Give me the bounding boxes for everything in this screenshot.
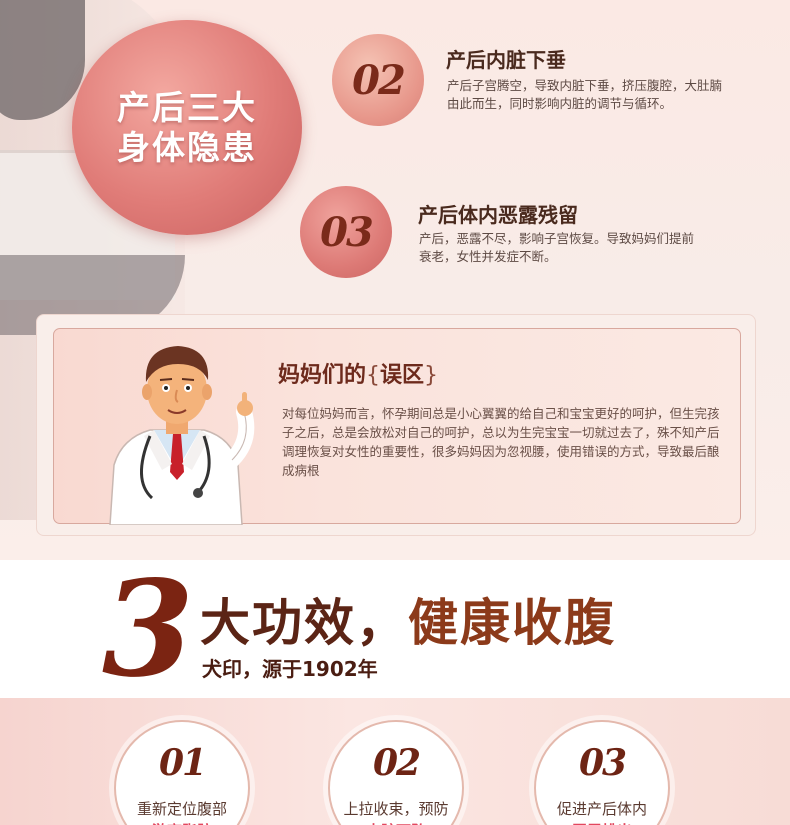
effect-circle: 02 上拉收束，预防 内脏下坠 bbox=[328, 720, 464, 825]
effects-section: 01 重新定位腹部 游离脂肪 02 上拉收束，预防 内脏下坠 03 促进产后体内… bbox=[0, 698, 790, 825]
hazard-number: 02 bbox=[352, 56, 406, 104]
effect-number: 01 bbox=[158, 742, 207, 784]
misconception-brace-close: } bbox=[424, 363, 439, 388]
misconception-text: 对每位妈妈而言，怀孕期间总是小心翼翼的给自己和宝宝更好的呵护，但生完孩子之后，总… bbox=[282, 406, 720, 478]
misconception-title-key: 误区 bbox=[380, 363, 425, 388]
misconception-title-prefix: 妈妈们的 bbox=[278, 363, 367, 388]
hazard-title: 产后内脏下垂 bbox=[446, 48, 566, 72]
misconception-title: 妈妈们的{误区} bbox=[278, 357, 438, 389]
effect-circle: 03 促进产后体内 恶露排出 bbox=[534, 720, 670, 825]
headline-section bbox=[0, 560, 790, 698]
doctor-illustration bbox=[109, 346, 255, 525]
effect-line1: 重新定位腹部 bbox=[136, 800, 227, 818]
hazard-number-badge: 02 bbox=[332, 34, 424, 126]
effect-number: 03 bbox=[578, 742, 627, 784]
headline-text-b: 健康收腹 bbox=[408, 594, 616, 652]
effect-line2: 恶露排出 bbox=[536, 820, 668, 825]
effect-line2: 游离脂肪 bbox=[116, 820, 248, 825]
effect-circle: 01 重新定位腹部 游离脂肪 bbox=[114, 720, 250, 825]
hazard-description: 产后，恶露不尽，影响子宫恢复。导致妈妈们提前衰老，女性并发症不断。 bbox=[419, 231, 695, 264]
headline-big-number: 3 bbox=[102, 552, 194, 707]
hazard-title: 产后体内恶露残留 bbox=[418, 203, 578, 227]
hazard-number: 03 bbox=[320, 208, 374, 256]
hazards-badge-line1: 产后三大 bbox=[117, 87, 257, 127]
hazards-badge-line2: 身体隐患 bbox=[117, 127, 257, 167]
effect-line2: 内脏下坠 bbox=[330, 820, 462, 825]
misconception-brace-open: { bbox=[366, 363, 381, 388]
effect-line1: 促进产后体内 bbox=[556, 800, 647, 818]
effect-number: 02 bbox=[372, 742, 421, 784]
hazard-description: 产后子宫腾空，导致内脏下垂，挤压腹腔，大肚腩由此而生，同时影响内脏的调节与循环。 bbox=[447, 78, 723, 111]
effect-line1: 上拉收束，预防 bbox=[343, 800, 449, 818]
hazard-number-badge: 03 bbox=[300, 186, 392, 278]
headline-text: 大功效，健康收腹 bbox=[200, 583, 616, 655]
headline-text-a: 大功效， bbox=[200, 594, 408, 652]
headline-subtitle: 犬印，源于1902年 bbox=[202, 657, 378, 681]
hazards-badge: 产后三大 身体隐患 bbox=[72, 20, 302, 235]
